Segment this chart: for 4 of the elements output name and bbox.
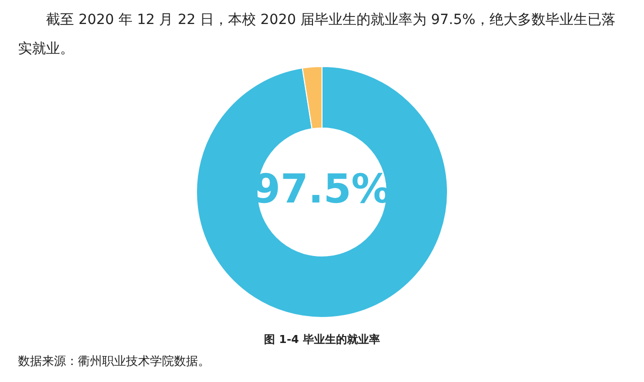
text: 图 1-4 毕业生的就业率	[263, 332, 381, 347]
text: 截至 2020 年 12 月 22 日，本校 2020 届毕业生的就业率为 97.5%，绝大多数毕业生已落实就业。	[18, 11, 616, 59]
source-note: 数据来源：衢州职业技术学院数据。	[18, 353, 210, 370]
data-label: 97.5%	[252, 166, 392, 212]
